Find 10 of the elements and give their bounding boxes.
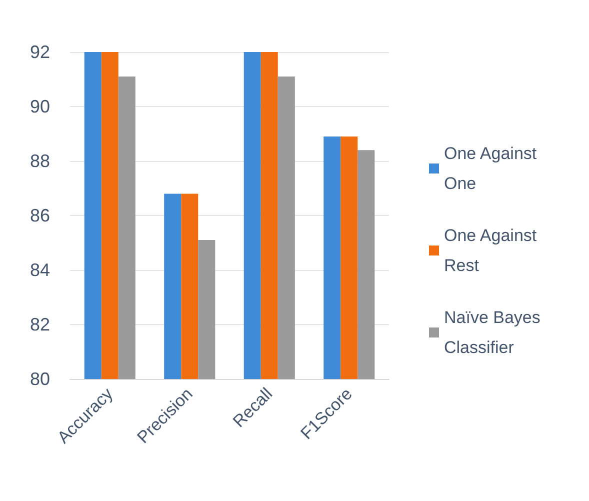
y-tick-label: 82 [30, 314, 50, 334]
y-tick-label: 80 [30, 369, 50, 389]
y-tick-label: 86 [30, 206, 50, 226]
legend-label: One Against One [444, 144, 542, 193]
y-tick-label: 88 [30, 151, 50, 171]
legend-label: One Against Rest [444, 226, 542, 275]
y-tick-label: 92 [30, 42, 50, 62]
legend-label: Naïve Bayes Classifier [444, 308, 546, 357]
y-tick-label: 84 [30, 260, 50, 280]
y-tick-label: 90 [30, 96, 50, 116]
